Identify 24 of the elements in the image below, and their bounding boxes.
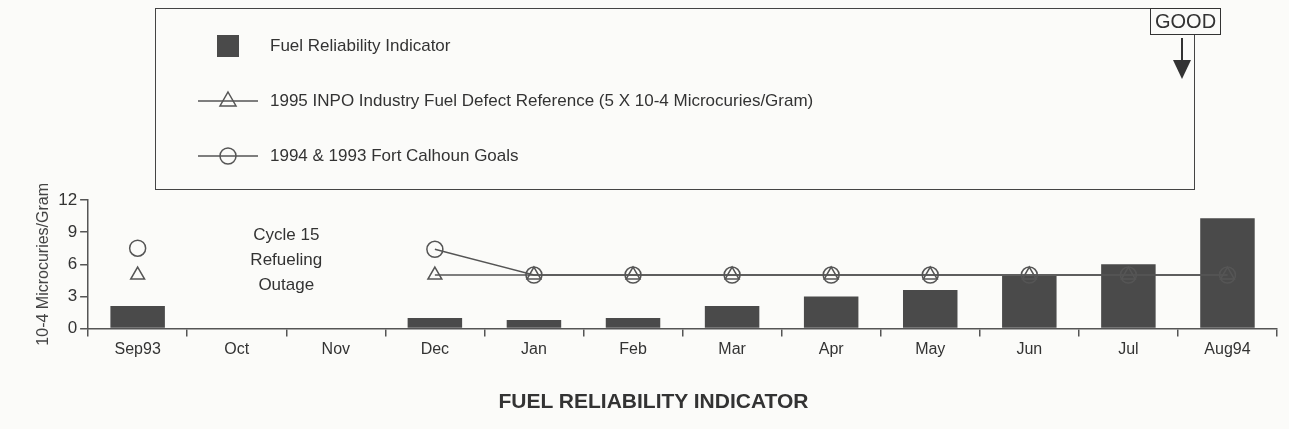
y-tick-label: 6 bbox=[67, 253, 78, 273]
x-tick-label: Feb bbox=[619, 339, 647, 357]
y-axis-title: 10-4 Microcuries/Gram bbox=[34, 182, 52, 346]
y-tick-label: 12 bbox=[58, 189, 78, 209]
x-tick-label: Jun bbox=[1016, 339, 1043, 357]
annotation: Cycle 15 Refueling Outage bbox=[250, 224, 323, 294]
x-tick-label: Nov bbox=[321, 339, 351, 357]
x-tick-label: Sep93 bbox=[114, 339, 161, 357]
x-tick-label: Dec bbox=[420, 339, 450, 357]
y-tick-label: 0 bbox=[67, 318, 78, 338]
x-tick-label: Jul bbox=[1118, 339, 1139, 357]
y-tick-label: 9 bbox=[67, 221, 78, 241]
text: FUEL RELIABILITY INDICATOR bbox=[498, 389, 809, 413]
y-tick-label: 3 bbox=[67, 286, 78, 306]
text: GOOD bbox=[1150, 8, 1222, 35]
x-tick-label: May bbox=[915, 339, 946, 357]
x-tick-label: Jan bbox=[521, 339, 547, 357]
x-tick-label: Apr bbox=[818, 339, 845, 357]
x-tick-label: Aug94 bbox=[1204, 339, 1251, 357]
legend-label: 1994 & 1993 Fort Calhoun Goals bbox=[270, 146, 519, 166]
x-tick-label: Oct bbox=[224, 339, 250, 357]
legend-label: Fuel Reliability Indicator bbox=[270, 36, 451, 56]
legend-label: 1995 INPO Industry Fuel Defect Reference (5 X 10-4 Microcuries/Gram) bbox=[270, 91, 814, 111]
x-tick-label: Mar bbox=[718, 339, 747, 357]
